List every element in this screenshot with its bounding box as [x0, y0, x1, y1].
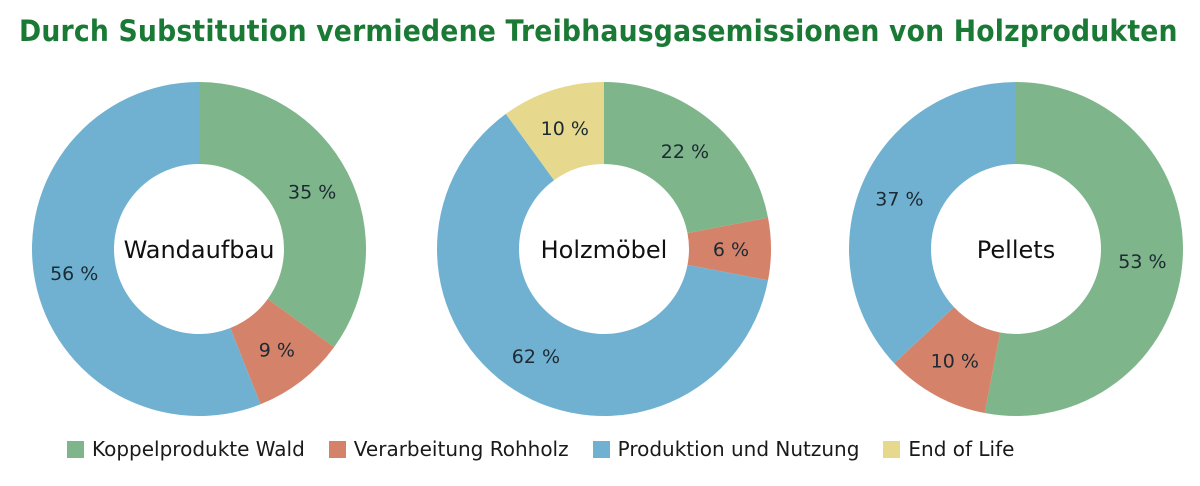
donut-segment: [230, 298, 335, 405]
donut-segment: [199, 82, 366, 348]
donut-segment: [437, 113, 769, 417]
legend-swatch-green: [67, 440, 84, 458]
segment-percent-label: 10 %: [541, 118, 589, 140]
donut-segment: [894, 307, 1001, 414]
segment-percent-label: 53 %: [1118, 251, 1166, 273]
legend: Koppelprodukte Wald Verarbeitung Rohholz…: [67, 437, 1038, 461]
legend-label: Produktion und Nutzung: [617, 437, 860, 461]
donut-center-label: Holzmöbel: [541, 236, 668, 264]
legend-swatch-blue: [592, 440, 610, 458]
donut-chart-wandaufbau: 35 % 9 % 56 % Wandaufbau: [32, 82, 366, 416]
legend-item-verarbeitung-rohholz: Verarbeitung Rohholz: [328, 437, 569, 461]
legend-label: End of Life: [908, 437, 1015, 461]
legend-swatch-yellow: [883, 440, 901, 458]
segment-percent-label: 56 %: [50, 263, 98, 285]
legend-item-produktion-und-nutzung: Produktion und Nutzung: [592, 437, 860, 461]
donut-segment: [32, 82, 261, 416]
chart-title: Durch Substitution vermiedene Treibhausg…: [19, 14, 1178, 48]
segment-percent-label: 62 %: [512, 346, 560, 368]
donut-chart-holzmoebel: 22 % 6 % 62 % 10 % Holzmöbel: [437, 82, 772, 417]
donut-segment: [687, 217, 772, 281]
donut-segment: [505, 82, 604, 181]
legend-label: Koppelprodukte Wald: [92, 437, 305, 461]
segment-percent-label: 9 %: [259, 339, 295, 361]
legend-item-end-of-life: End of Life: [883, 437, 1014, 461]
segment-percent-label: 10 %: [931, 350, 979, 372]
segment-percent-label: 6 %: [713, 239, 749, 261]
legend-item-koppelprodukte-wald: Koppelprodukte Wald: [67, 437, 305, 461]
donut-center-label: Wandaufbau: [124, 236, 275, 264]
segment-percent-label: 22 %: [661, 141, 709, 163]
legend-label: Verarbeitung Rohholz: [353, 437, 569, 461]
donut-chart-pellets: 53 % 10 % 37 % Pellets: [849, 82, 1183, 416]
segment-percent-label: 35 %: [288, 181, 336, 203]
segment-percent-label: 37 %: [875, 189, 923, 211]
donut-center-label: Pellets: [977, 236, 1055, 264]
donut-segment: [604, 82, 769, 234]
legend-swatch-red: [328, 440, 346, 458]
donut-segment: [984, 82, 1183, 416]
donut-segment: [849, 82, 1016, 364]
